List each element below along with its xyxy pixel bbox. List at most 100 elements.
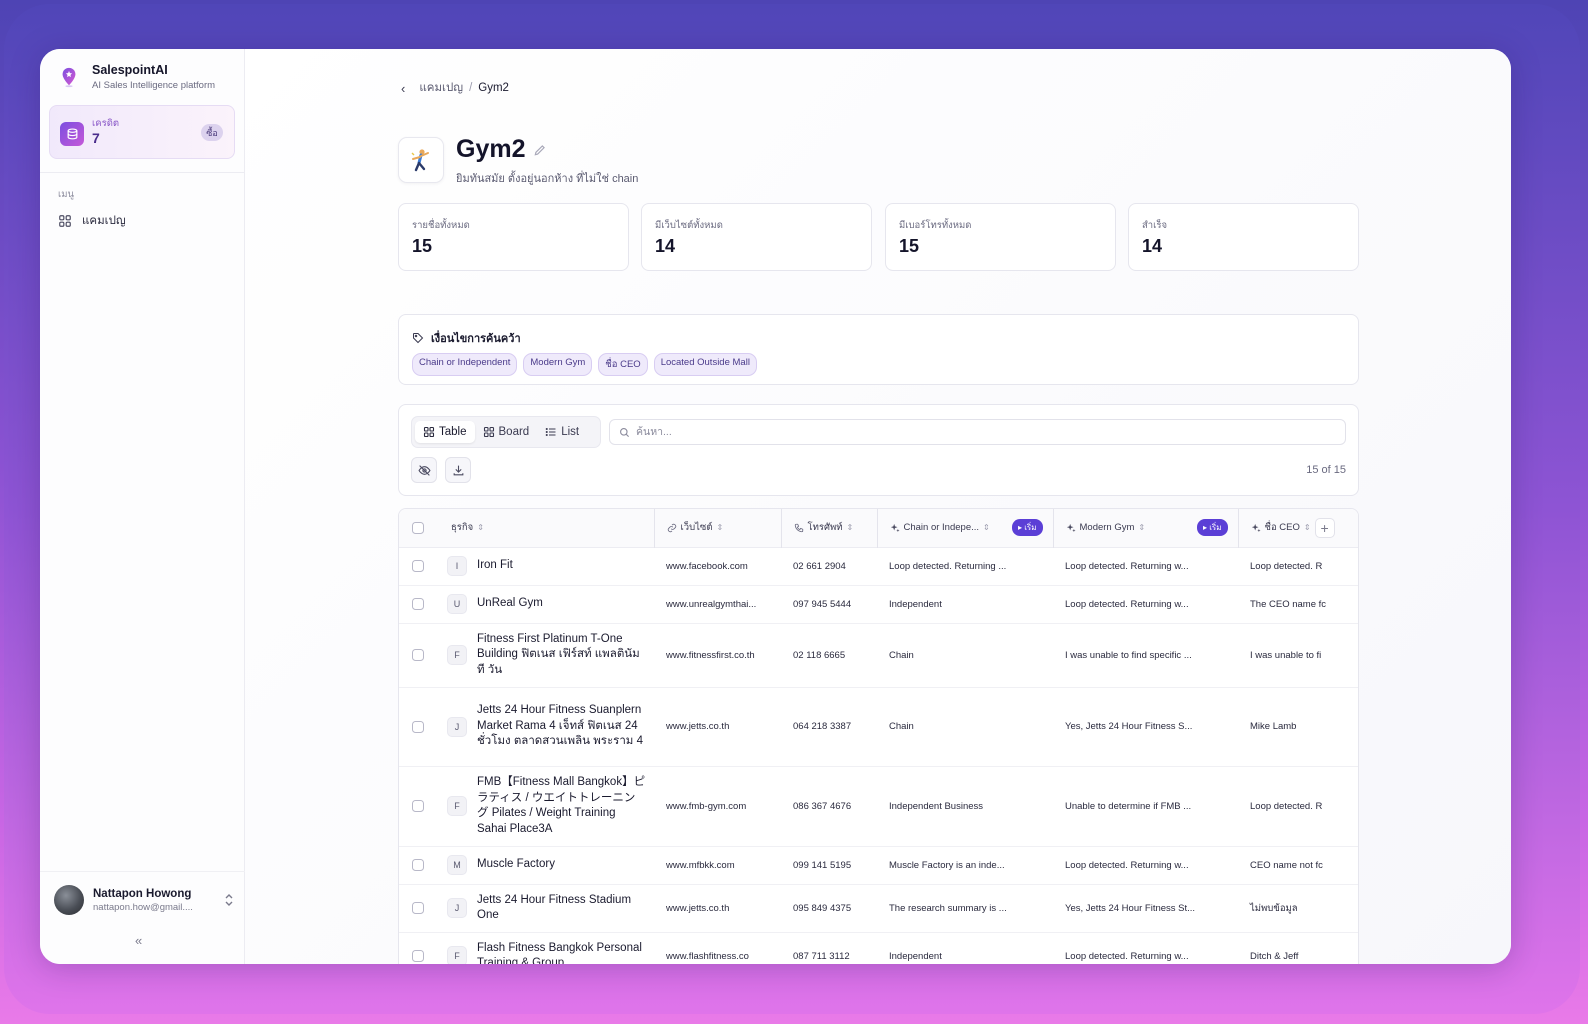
sort-icon[interactable]: ⇕ <box>477 523 484 533</box>
chain-cell[interactable]: Independent <box>877 585 1053 623</box>
row-checkbox[interactable] <box>412 598 424 610</box>
business-cell[interactable]: J Jetts 24 Hour Fitness Suanplern Market … <box>439 687 654 766</box>
modern-gym-cell[interactable]: Loop detected. Returning w... <box>1053 932 1238 964</box>
row-checkbox[interactable] <box>412 560 424 572</box>
business-cell[interactable]: F Fitness First Platinum T-One Building ฟ… <box>439 623 654 687</box>
sort-icon[interactable]: ⇕ <box>1303 523 1311 533</box>
pencil-icon[interactable] <box>533 143 547 157</box>
column-header-business[interactable]: ธุรกิจ ⇕ <box>439 509 654 547</box>
view-table-button[interactable]: Table <box>415 421 475 443</box>
ceo-cell[interactable]: Mike Lamb <box>1238 687 1358 766</box>
chain-cell[interactable]: Independent Business <box>877 766 1053 846</box>
chain-cell[interactable]: Muscle Factory is an inde... <box>877 846 1053 884</box>
table-row[interactable]: M Muscle Factory www.mfbkk.com 099 141 51… <box>399 846 1358 884</box>
row-checkbox[interactable] <box>412 859 424 871</box>
modern-gym-cell[interactable]: Yes, Jetts 24 Hour Fitness S... <box>1053 687 1238 766</box>
column-header-phone[interactable]: โทรศัพท์ ⇕ <box>780 509 877 547</box>
chain-cell[interactable]: Independent <box>877 932 1053 964</box>
criteria-chip[interactable]: Chain or Independent <box>412 353 518 376</box>
download-icon <box>453 465 463 475</box>
website-link[interactable]: www.fitnessfirst.co.th <box>666 649 755 661</box>
row-checkbox[interactable] <box>412 800 424 812</box>
ceo-cell[interactable]: Ditch & Jeff <box>1238 932 1358 964</box>
modern-gym-cell[interactable]: Unable to determine if FMB ... <box>1053 766 1238 846</box>
buy-credit-button[interactable]: ซื้อ <box>201 124 223 141</box>
user-profile[interactable]: Nattapon Howong nattapon.how@gmail.... <box>54 885 234 915</box>
website-link[interactable]: www.unrealgymthai... <box>666 598 757 610</box>
table-row[interactable]: J Jetts 24 Hour Fitness Stadium One www.j… <box>399 884 1358 932</box>
search-input[interactable] <box>636 426 1326 438</box>
add-column-button[interactable]: + <box>1314 517 1335 538</box>
business-cell[interactable]: I Iron Fit <box>439 547 654 585</box>
row-checkbox[interactable] <box>412 950 424 962</box>
modern-gym-cell[interactable]: Loop detected. Returning w... <box>1053 585 1238 623</box>
criteria-chip[interactable]: Modern Gym <box>523 353 593 376</box>
website-link[interactable]: www.flashfitness.co <box>666 950 749 962</box>
view-board-button[interactable]: Board <box>475 421 538 443</box>
business-cell[interactable]: U UnReal Gym <box>439 585 654 623</box>
column-header-ceo[interactable]: ชื่อ CEO ⇕ + <box>1237 509 1358 547</box>
ceo-cell[interactable]: Loop detected. R <box>1238 766 1358 846</box>
website-link[interactable]: www.jetts.co.th <box>666 721 730 732</box>
business-cell[interactable]: J Jetts 24 Hour Fitness Stadium One <box>439 884 654 932</box>
table-row[interactable]: F Fitness First Platinum T-One Building ฟ… <box>399 623 1358 687</box>
website-cell[interactable]: www.fmb-gym.com <box>654 766 781 846</box>
website-cell[interactable]: www.facebook.com <box>654 547 781 585</box>
modern-gym-cell[interactable]: Loop detected. Returning w... <box>1053 547 1238 585</box>
ceo-cell[interactable]: Loop detected. R <box>1238 547 1358 585</box>
row-checkbox[interactable] <box>412 720 424 733</box>
table-row[interactable]: U UnReal Gym www.unrealgymthai... 097 945… <box>399 585 1358 623</box>
collapse-sidebar-button[interactable]: « <box>135 933 143 948</box>
column-header-website[interactable]: เว็บไซต์ ⇕ <box>653 509 781 547</box>
chain-cell[interactable]: Chain <box>877 623 1053 687</box>
toggle-visibility-button[interactable] <box>411 457 437 483</box>
business-cell[interactable]: F FMB【Fitness Mall Bangkok】ピラティス / ウエイトトレ… <box>439 766 654 846</box>
run-column-button[interactable]: ▸ เริ่ม <box>1196 519 1228 537</box>
board-icon <box>483 426 494 438</box>
sort-icon[interactable]: ⇕ <box>846 523 854 533</box>
website-link[interactable]: www.mfbkk.com <box>666 859 735 871</box>
website-cell[interactable]: www.jetts.co.th <box>654 687 781 766</box>
modern-gym-cell[interactable]: Yes, Jetts 24 Hour Fitness St... <box>1053 884 1238 932</box>
column-header-modern-gym[interactable]: Modern Gym ⇕ ▸ เริ่ม <box>1052 509 1238 547</box>
ceo-cell[interactable]: ไม่พบข้อมูล <box>1238 884 1358 932</box>
sort-icon[interactable]: ⇕ <box>716 523 724 533</box>
select-all-checkbox[interactable] <box>412 521 424 534</box>
business-cell[interactable]: M Muscle Factory <box>439 846 654 884</box>
sort-icon[interactable]: ⇕ <box>983 523 990 533</box>
modern-gym-cell[interactable]: Loop detected. Returning w... <box>1053 846 1238 884</box>
chain-cell[interactable]: Loop detected. Returning ... <box>877 547 1053 585</box>
criteria-chip[interactable]: ชื่อ CEO <box>598 353 648 376</box>
run-column-button[interactable]: ▸ เริ่ม <box>1011 519 1043 537</box>
website-cell[interactable]: www.fitnessfirst.co.th <box>654 623 781 687</box>
row-checkbox[interactable] <box>412 902 424 914</box>
view-list-button[interactable]: List <box>537 421 587 443</box>
ceo-cell[interactable]: CEO name not fc <box>1238 846 1358 884</box>
brand[interactable]: SalespointAI AI Sales Intelligence platf… <box>58 63 215 91</box>
website-cell[interactable]: www.unrealgymthai... <box>654 585 781 623</box>
table-row[interactable]: F FMB【Fitness Mall Bangkok】ピラティス / ウエイトトレ… <box>399 766 1358 846</box>
website-link[interactable]: www.facebook.com <box>666 560 748 572</box>
chain-cell[interactable]: The research summary is ... <box>877 884 1053 932</box>
criteria-chip[interactable]: Located Outside Mall <box>653 353 757 376</box>
back-chevron-icon[interactable]: ‹ <box>401 80 406 96</box>
row-checkbox[interactable] <box>412 649 424 661</box>
business-cell[interactable]: F Flash Fitness Bangkok Personal Training… <box>439 932 654 964</box>
website-cell[interactable]: www.jetts.co.th <box>654 884 781 932</box>
column-header-chain[interactable]: Chain or Indepe... ⇕ ▸ เริ่ม <box>876 509 1053 547</box>
ceo-cell[interactable]: I was unable to fi <box>1238 623 1358 687</box>
table-row[interactable]: F Flash Fitness Bangkok Personal Training… <box>399 932 1358 964</box>
breadcrumb-parent[interactable]: แคมเปญ <box>419 82 464 94</box>
website-link[interactable]: www.jetts.co.th <box>666 902 730 914</box>
table-row[interactable]: J Jetts 24 Hour Fitness Suanplern Market … <box>399 687 1358 766</box>
website-link[interactable]: www.fmb-gym.com <box>666 800 747 812</box>
website-cell[interactable]: www.mfbkk.com <box>654 846 781 884</box>
ceo-cell[interactable]: The CEO name fc <box>1238 585 1358 623</box>
sort-icon[interactable]: ⇕ <box>1138 523 1146 533</box>
modern-gym-cell[interactable]: I was unable to find specific ... <box>1053 623 1238 687</box>
sidebar-item-campaigns[interactable]: แคมเปญ <box>58 212 126 230</box>
download-button[interactable] <box>445 457 471 483</box>
table-row[interactable]: I Iron Fit www.facebook.com 02 661 2904 L… <box>399 547 1358 585</box>
website-cell[interactable]: www.flashfitness.co <box>654 932 781 964</box>
chain-cell[interactable]: Chain <box>877 687 1053 766</box>
